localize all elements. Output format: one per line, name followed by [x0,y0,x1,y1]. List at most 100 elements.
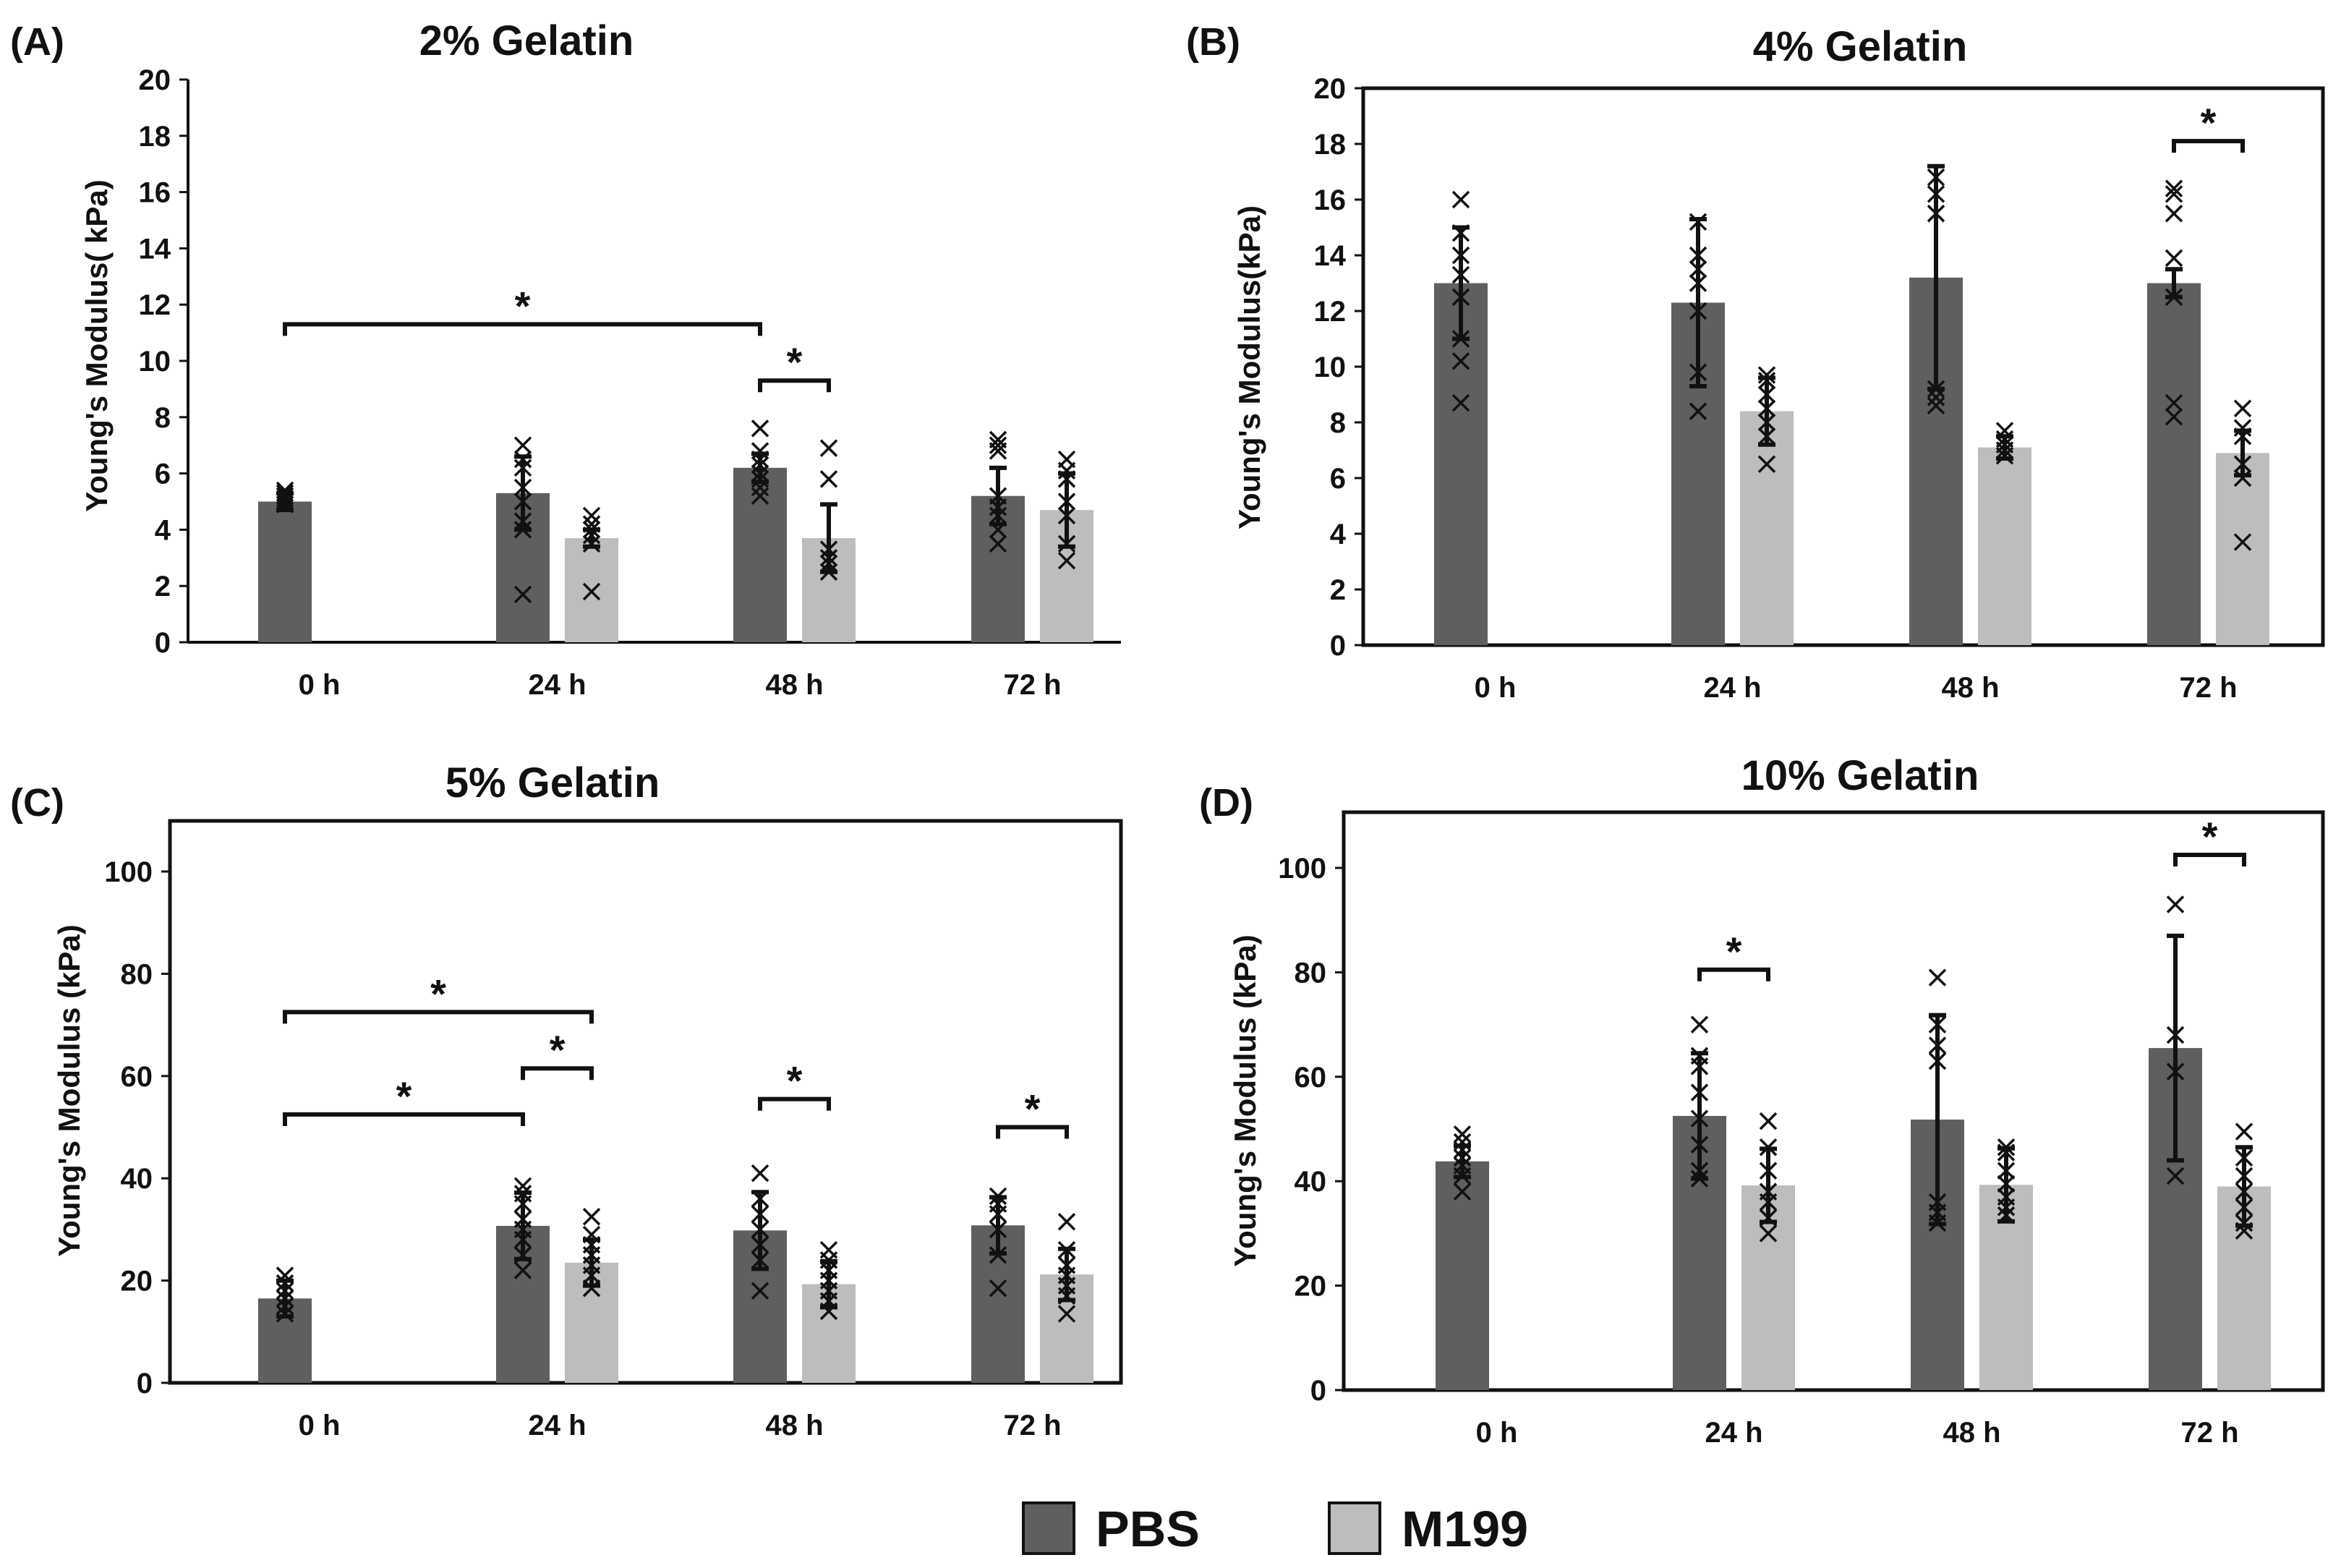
data-point [276,490,294,508]
panel-a-letter: (A) [10,20,64,64]
y-tick-label: 6 [1330,463,1346,495]
data-point [276,1282,294,1300]
data-point [2233,455,2252,473]
x-tick-label: 0 h [1475,672,1517,704]
data-point [1057,1213,1076,1231]
data-point [1453,1149,1472,1167]
data-point [582,1225,601,1244]
data-point [1997,1188,2016,1206]
data-point [989,1246,1007,1264]
data-point [2235,1122,2253,1141]
pbs-bar [1436,1161,1489,1390]
data-point [819,549,838,567]
data-point [1689,274,1707,292]
legend-m199-label: M199 [1402,1501,1528,1557]
data-point [989,1220,1007,1239]
data-point [2233,419,2252,437]
significance-bracket [283,1112,525,1126]
x-tick-label: 72 h [2179,672,2237,704]
data-point [582,582,601,601]
panel-b: (B) 4% Gelatin Young's Modulus(kPa) [1186,20,1967,529]
data-point [2165,393,2183,412]
data-point [1057,551,1076,570]
data-point [582,506,601,525]
data-point [1928,1052,1947,1070]
pbs-bar [733,467,787,642]
significance-star: * [396,1073,412,1119]
data-point [1928,968,1947,987]
data-point [819,540,838,558]
data-point [276,1290,294,1308]
data-point [2235,1222,2253,1240]
data-point [513,1261,532,1279]
data-point [1997,1206,2016,1224]
data-point [2165,249,2183,268]
significance-bracket [758,1096,831,1111]
data-point [1453,1133,1472,1151]
data-point [2165,205,2183,223]
y-tick-label: 16 [139,177,171,209]
data-point [1997,1138,2016,1156]
data-point [276,1305,294,1323]
significance-bracket [2172,139,2245,153]
panel-d-y-axis-label: Young's Modulus (kPa) [1228,934,1262,1267]
data-point [751,478,769,497]
data-point [751,1205,769,1223]
data-point [2233,533,2252,551]
y-tick-label: 10 [1314,351,1347,383]
m199-bar [2216,453,2269,645]
data-point [1757,427,1776,446]
data-point [513,1210,532,1228]
data-point [582,534,601,553]
data-point [1690,1135,1709,1154]
data-point [1757,413,1776,432]
y-tick-label: 8 [1330,407,1346,439]
chart-c-marks: 0 20 40 60 80 100 0 h 24 h 48 h 72 h * * * * * [104,819,1123,1441]
x-tick-label: 0 h [1476,1417,1518,1449]
panel-c-letter: (C) [10,781,64,825]
y-tick-label: 4 [155,514,171,546]
data-point [1057,1240,1076,1259]
data-point [276,1297,294,1316]
y-tick-label: 16 [1314,184,1347,216]
data-point [513,459,532,477]
data-point [2235,1198,2253,1217]
data-point [989,506,1007,525]
data-point [751,1164,769,1183]
data-point [1690,1047,1709,1065]
data-point [1689,260,1707,278]
y-tick-label: 6 [155,459,171,490]
x-tick-label: 24 h [528,1410,586,1441]
data-point [1690,1109,1709,1128]
data-point [989,534,1007,553]
y-tick-label: 2 [1330,574,1346,606]
x-tick-label: 48 h [1943,1417,2000,1449]
data-point [2166,1026,2185,1044]
y-tick-label: 100 [104,856,153,888]
data-point [1927,388,1945,406]
data-point [989,1187,1007,1206]
data-point [751,450,769,469]
significance-star: * [787,339,803,385]
data-point [989,487,1007,505]
data-point [1759,1162,1778,1180]
chart-d-marks: 0 20 40 60 80 100 0 h 24 h 48 h 72 h * * [1278,810,2325,1449]
y-tick-label: 20 [1314,73,1347,105]
significance-star: * [430,971,446,1016]
panel-a-y-axis-label: Young's Modulus( kPa) [80,179,114,512]
data-point [1451,223,1470,242]
data-point [1057,1305,1076,1323]
data-point [2166,1167,2185,1185]
m199-bar [1740,411,1794,645]
data-point [751,464,769,482]
panel-a: (A) 2% Gelatin Young's Modulus( kPa) [10,17,634,512]
data-point [1057,506,1076,525]
data-point [2233,427,2252,446]
data-point [1757,366,1776,384]
data-point [513,436,532,454]
data-point [751,1235,769,1254]
significance-bracket [283,322,762,336]
y-tick-label: 14 [139,233,171,265]
data-point [582,1279,601,1298]
